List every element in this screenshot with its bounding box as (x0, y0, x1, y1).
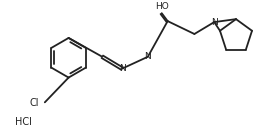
Text: N: N (119, 64, 125, 73)
Text: N: N (144, 52, 151, 61)
Text: N: N (211, 18, 217, 27)
Text: HO: HO (155, 2, 168, 11)
Text: HCl: HCl (15, 117, 32, 127)
Text: Cl: Cl (29, 98, 39, 108)
